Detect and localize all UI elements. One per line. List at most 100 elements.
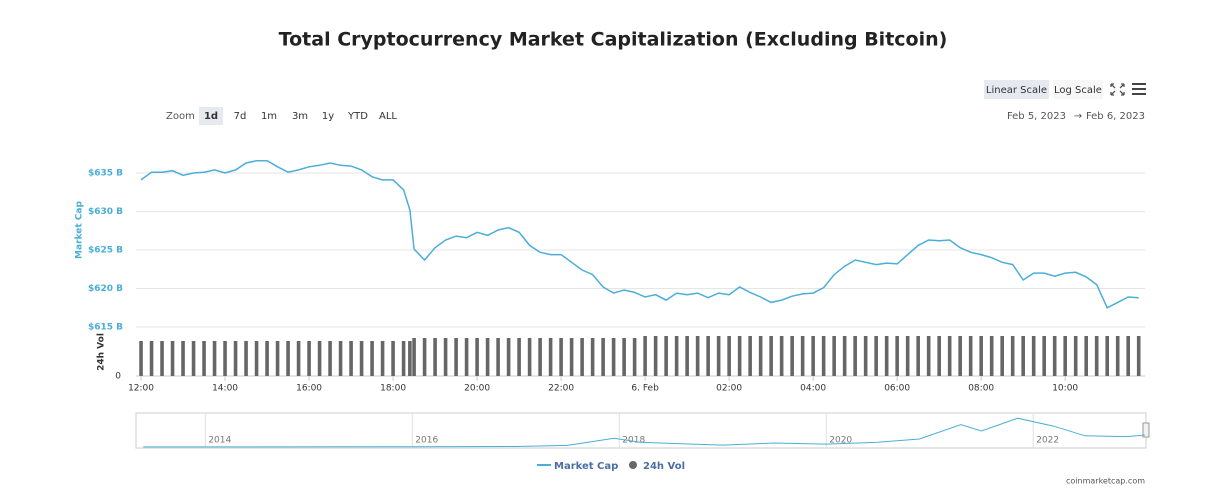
volume-bar <box>443 338 448 376</box>
navigator-tick-label: 2018 <box>622 436 645 446</box>
x-tick-label: 10:00 <box>1052 384 1078 394</box>
volume-bar <box>716 336 721 376</box>
volume-bar <box>1126 336 1130 376</box>
y-axis-label: Market Cap <box>75 201 85 259</box>
zoom-button[interactable]: 1d <box>204 111 218 122</box>
zoom-button[interactable]: 7d <box>234 111 247 122</box>
volume-bar <box>338 341 343 376</box>
scale-button-bg[interactable] <box>1053 80 1103 99</box>
fullscreen-icon[interactable] <box>1110 83 1125 96</box>
x-tick-label: 18:00 <box>380 384 406 394</box>
volume-bar <box>926 336 931 376</box>
volume-bar <box>370 341 374 376</box>
navigator-line <box>143 417 1146 448</box>
volume-bar <box>601 338 605 376</box>
scale-button[interactable]: Log Scale <box>1054 85 1102 96</box>
volume-bar <box>1115 336 1120 376</box>
date-separator: → <box>1074 111 1082 122</box>
volume-bar <box>496 338 500 376</box>
volume-bar <box>181 341 185 376</box>
zoom-button[interactable]: YTD <box>347 111 368 122</box>
legend-dot <box>629 461 637 469</box>
legend-label[interactable]: 24h Vol <box>643 461 685 472</box>
volume-bar <box>548 338 553 376</box>
zoom-button[interactable]: ALL <box>379 111 397 122</box>
y-tick-label: $635 B <box>88 169 123 179</box>
volume-bar <box>569 338 574 376</box>
volume-bar <box>170 341 175 376</box>
navigator-tick-label: 2014 <box>208 436 231 446</box>
menu-icon[interactable] <box>1132 83 1146 95</box>
zoom-button[interactable]: 3m <box>292 111 308 122</box>
volume-bar <box>643 336 647 376</box>
volume-bar <box>349 341 353 376</box>
volume-bar <box>296 341 301 376</box>
volume-bar <box>202 341 206 376</box>
zoom-label: Zoom <box>166 111 195 122</box>
volume-bar <box>1136 336 1141 376</box>
volume-bar <box>517 338 521 376</box>
volume-bar <box>905 336 910 376</box>
navigator-tick-label: 2022 <box>1036 436 1059 446</box>
volume-bar <box>790 336 794 376</box>
volume-bar <box>139 341 143 376</box>
volume-bar <box>527 338 532 376</box>
date-from[interactable]: Feb 5, 2023 <box>1007 111 1066 122</box>
y-tick-label: $630 B <box>88 207 123 217</box>
volume-bar <box>464 338 469 376</box>
volume-bar <box>160 341 164 376</box>
volume-bar <box>947 336 952 376</box>
volume-bar <box>727 336 731 376</box>
scale-button-bg[interactable] <box>984 80 1049 99</box>
volume-bar <box>590 338 595 376</box>
volume-bar <box>863 336 868 376</box>
volume-bar <box>317 341 322 376</box>
zoom-button[interactable]: 1m <box>261 111 277 122</box>
volume-bar <box>832 336 836 376</box>
market-cap-line <box>140 159 1139 309</box>
y-tick-label: $615 B <box>88 323 123 333</box>
x-tick-label: 02:00 <box>716 384 742 394</box>
x-tick-label: 08:00 <box>968 384 994 394</box>
volume-bar <box>1021 336 1025 376</box>
volume-bar <box>307 341 311 376</box>
volume-bar <box>254 341 259 376</box>
volume-bar <box>958 336 962 376</box>
volume-bar <box>916 336 920 376</box>
navigator-handle[interactable] <box>1142 422 1150 438</box>
date-to[interactable]: Feb 6, 2023 <box>1086 111 1145 122</box>
volume-bar <box>853 336 857 376</box>
volume-bar <box>706 336 710 376</box>
zoom-button[interactable]: 1y <box>322 111 334 122</box>
volume-bar <box>1063 336 1067 376</box>
volume-bar <box>821 336 826 376</box>
volume-bar <box>1052 336 1057 376</box>
x-tick-label: 6. Feb <box>631 384 659 394</box>
volume-bar <box>685 336 689 376</box>
volume-bar <box>433 338 437 376</box>
volume-bar <box>758 336 763 376</box>
volume-bar <box>664 336 668 376</box>
volume-bar <box>359 341 364 376</box>
volume-bar <box>328 341 332 376</box>
y2-axis-label: 24h Vol <box>97 333 107 371</box>
x-tick-label: 06:00 <box>884 384 910 394</box>
x-tick-label: 16:00 <box>296 384 322 394</box>
volume-bar <box>233 341 238 376</box>
volume-bar <box>674 336 679 376</box>
volume-bar <box>223 341 227 376</box>
volume-bar <box>212 341 217 376</box>
zoom-button-bg[interactable] <box>199 107 223 125</box>
volume-bar <box>874 336 878 376</box>
legend-label[interactable]: Market Cap <box>554 461 618 472</box>
volume-bar <box>622 338 626 376</box>
volume-bar <box>1000 336 1004 376</box>
volume-bar <box>979 336 983 376</box>
y-tick-label: $625 B <box>88 246 123 256</box>
volume-bar <box>265 341 269 376</box>
scale-button[interactable]: Linear Scale <box>986 85 1047 96</box>
volume-bar <box>748 336 752 376</box>
volume-bar <box>191 341 196 376</box>
volume-bar <box>485 338 490 376</box>
volume-bar <box>695 336 700 376</box>
